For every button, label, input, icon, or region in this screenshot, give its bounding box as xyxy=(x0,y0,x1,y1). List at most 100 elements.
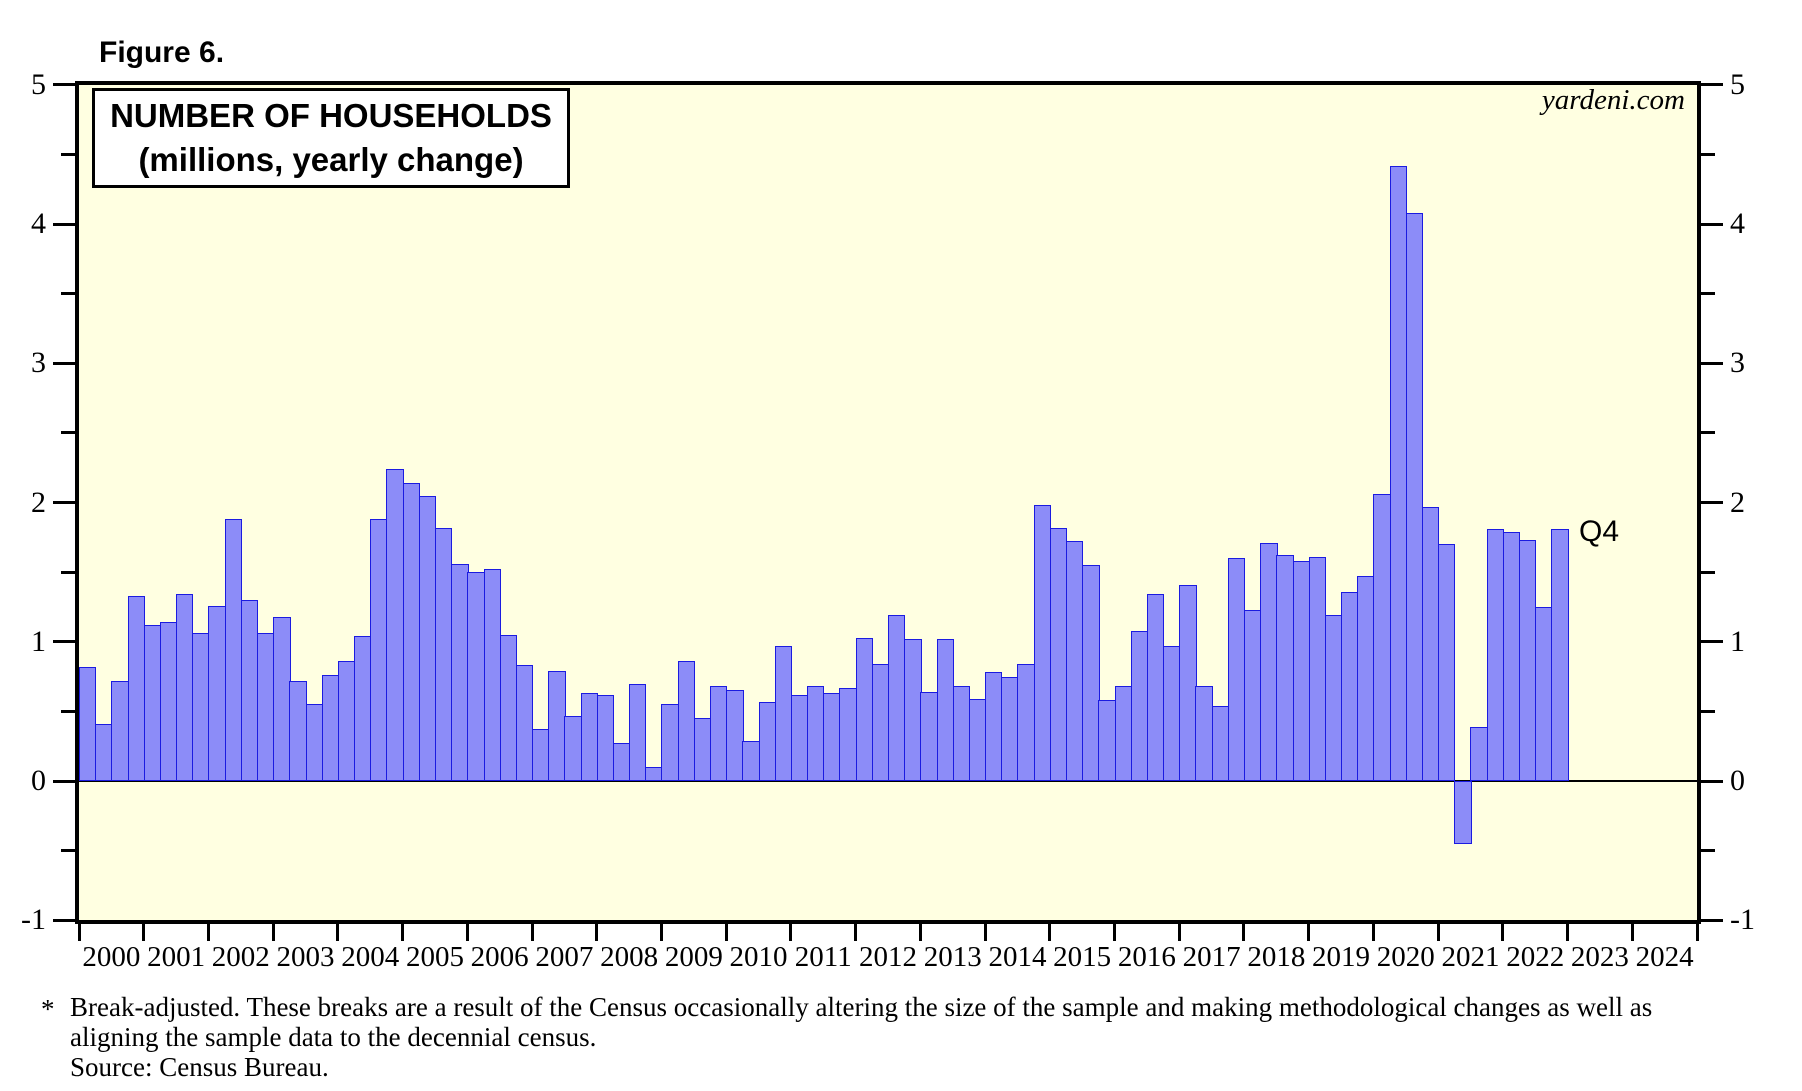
x-tick xyxy=(1436,924,1440,942)
figure-label: Figure 6. xyxy=(99,36,225,69)
watermark-yardeni: yardeni.com xyxy=(1541,84,1685,116)
footnote-source: Source: Census Bureau. xyxy=(70,1052,329,1082)
y-axis-label-left: 2 xyxy=(31,485,46,519)
bar-2010-q2 xyxy=(742,740,760,781)
x-year-label-2014: 2014 xyxy=(988,941,1047,973)
footnote-line-2: aligning the sample data to the decennia… xyxy=(70,1022,597,1052)
bar-2012-q4 xyxy=(904,638,922,781)
bar-2014-q4 xyxy=(1033,505,1051,781)
y-tick-minor-left xyxy=(61,570,75,574)
y-axis-label-right: 0 xyxy=(1730,764,1745,797)
bar-2001-q4 xyxy=(192,633,210,781)
x-year-label-2011: 2011 xyxy=(794,941,852,973)
bar-2018-q4 xyxy=(1292,560,1310,781)
bar-2000-q3 xyxy=(111,680,129,781)
bar-2000-q1 xyxy=(79,666,97,781)
x-year-label-2012: 2012 xyxy=(858,941,917,973)
y-axis-label-left: 5 xyxy=(31,67,46,101)
bar-2002-q3 xyxy=(240,599,259,781)
y-tick-major-right xyxy=(1701,222,1723,226)
bar-2001-q3 xyxy=(176,594,194,781)
plot-area xyxy=(75,80,1701,925)
x-tick xyxy=(271,924,275,942)
bar-2019-q1 xyxy=(1308,556,1327,781)
x-year-label-2020: 2020 xyxy=(1376,941,1435,973)
x-tick xyxy=(789,924,793,942)
q4-annotation: Q4 xyxy=(1579,515,1620,548)
bar-2001-q1 xyxy=(143,625,162,781)
bar-2006-q4 xyxy=(515,665,534,781)
x-tick xyxy=(1307,924,1311,942)
bar-2013-q3 xyxy=(952,686,971,781)
bar-2018-q2 xyxy=(1260,542,1278,781)
bar-2005-q2 xyxy=(418,495,437,781)
y-axis-label-left: 0 xyxy=(31,764,46,797)
bar-2015-q1 xyxy=(1049,527,1068,781)
bar-2007-q4 xyxy=(580,693,598,781)
x-tick xyxy=(918,924,922,942)
bar-2006-q3 xyxy=(499,634,518,781)
y-axis-label-right: 1 xyxy=(1730,624,1745,658)
y-tick-minor-left xyxy=(61,152,75,156)
x-year-label-2003: 2003 xyxy=(276,941,335,973)
y-axis-label-left: 1 xyxy=(31,624,46,658)
bar-2008-q2 xyxy=(612,743,631,781)
x-tick xyxy=(1048,924,1052,942)
x-year-label-2018: 2018 xyxy=(1247,941,1306,973)
bar-2016-q1 xyxy=(1114,686,1132,781)
bar-2011-q2 xyxy=(807,686,825,781)
x-year-label-2017: 2017 xyxy=(1182,941,1241,973)
zero-line xyxy=(79,780,1697,782)
bar-2006-q2 xyxy=(483,569,501,781)
y-tick-minor-right xyxy=(1701,152,1715,156)
bar-2006-q1 xyxy=(467,572,485,781)
x-tick xyxy=(1695,924,1699,942)
bar-2005-q4 xyxy=(451,563,469,781)
y-tick-minor-left xyxy=(61,292,75,296)
y-tick-major-left xyxy=(53,222,75,226)
bar-2010-q4 xyxy=(774,645,793,781)
bar-2014-q1 xyxy=(985,672,1003,781)
bar-2021-q1 xyxy=(1438,544,1456,781)
x-year-label-2002: 2002 xyxy=(211,941,270,973)
x-year-label-2021: 2021 xyxy=(1441,941,1500,973)
y-tick-major-left xyxy=(53,918,75,922)
y-tick-major-right xyxy=(1701,83,1723,87)
y-axis-label-right: -1 xyxy=(1730,903,1755,937)
bar-2002-q4 xyxy=(256,633,275,781)
bar-2007-q1 xyxy=(532,729,550,781)
bar-2005-q3 xyxy=(434,527,453,781)
chart-title-box: NUMBER OF HOUSEHOLDS (millions, yearly c… xyxy=(92,88,570,188)
y-tick-minor-left xyxy=(61,709,75,713)
bar-2005-q1 xyxy=(402,483,420,781)
bar-2008-q4 xyxy=(645,767,663,781)
footnote-line-1: Break-adjusted. These breaks are a resul… xyxy=(70,992,1653,1022)
y-tick-minor-left xyxy=(61,849,75,853)
y-axis-label-left: 3 xyxy=(31,346,46,380)
bar-2020-q1 xyxy=(1373,494,1391,781)
y-tick-major-right xyxy=(1701,918,1723,922)
x-year-label-2019: 2019 xyxy=(1312,941,1371,973)
footnote: Break-adjusted. These breaks are a resul… xyxy=(70,992,1652,1082)
bar-2010-q1 xyxy=(726,690,744,781)
x-tick xyxy=(1242,924,1246,942)
bar-2004-q4 xyxy=(386,469,404,781)
bar-2021-q2 xyxy=(1454,781,1472,844)
y-axis-label-right: 5 xyxy=(1730,67,1745,101)
bar-2015-q4 xyxy=(1098,700,1116,781)
bar-2002-q1 xyxy=(208,605,226,781)
x-tick xyxy=(401,924,405,942)
bar-2018-q3 xyxy=(1276,555,1294,781)
x-year-label-2007: 2007 xyxy=(535,941,594,973)
bar-2022-q1 xyxy=(1502,531,1521,781)
bar-2012-q2 xyxy=(871,664,890,781)
x-year-label-2005: 2005 xyxy=(405,941,464,973)
bar-2017-q4 xyxy=(1227,558,1246,781)
x-tick xyxy=(465,924,469,942)
x-year-label-2013: 2013 xyxy=(923,941,982,973)
y-axis-label-right: 4 xyxy=(1730,207,1745,240)
bar-2012-q3 xyxy=(888,615,906,781)
x-year-label-2015: 2015 xyxy=(1053,941,1112,973)
y-tick-major-left xyxy=(53,779,75,783)
bar-2008-q3 xyxy=(629,683,647,781)
